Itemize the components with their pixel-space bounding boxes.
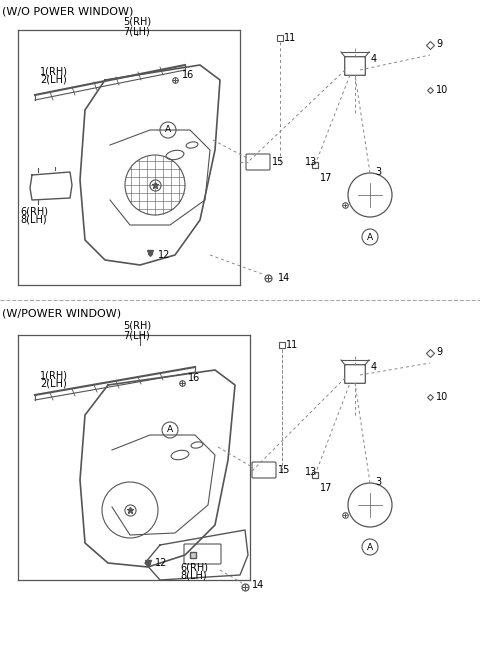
Text: 9: 9 xyxy=(436,347,442,357)
Text: 12: 12 xyxy=(158,250,170,260)
Text: 1(RH): 1(RH) xyxy=(40,370,68,380)
Text: A: A xyxy=(367,543,373,551)
Text: 10: 10 xyxy=(436,85,448,95)
Text: A: A xyxy=(165,125,171,135)
Text: 15: 15 xyxy=(278,465,290,475)
Text: 13: 13 xyxy=(305,157,317,167)
Text: 12: 12 xyxy=(155,558,168,568)
Text: 11: 11 xyxy=(284,33,296,43)
Text: 17: 17 xyxy=(320,483,332,493)
Text: A: A xyxy=(367,233,373,242)
Text: (W/O POWER WINDOW): (W/O POWER WINDOW) xyxy=(2,7,133,17)
Text: 7(LH): 7(LH) xyxy=(123,330,150,340)
Text: 7(LH): 7(LH) xyxy=(123,26,150,36)
Text: 13: 13 xyxy=(305,467,317,477)
Text: 4: 4 xyxy=(371,54,377,64)
Text: 15: 15 xyxy=(272,157,284,167)
Text: 3: 3 xyxy=(375,167,381,177)
Text: 5(RH): 5(RH) xyxy=(123,17,151,27)
Text: 8(LH): 8(LH) xyxy=(180,570,206,580)
Text: 6(RH): 6(RH) xyxy=(180,562,208,572)
Text: 2(LH): 2(LH) xyxy=(40,378,67,388)
Text: 16: 16 xyxy=(188,373,200,383)
Text: 1(RH): 1(RH) xyxy=(40,67,68,77)
Text: 6(RH): 6(RH) xyxy=(20,207,48,217)
Text: 5(RH): 5(RH) xyxy=(123,320,151,330)
Text: 3: 3 xyxy=(375,477,381,487)
Text: 14: 14 xyxy=(252,580,264,590)
Text: 11: 11 xyxy=(286,340,298,350)
Text: 2(LH): 2(LH) xyxy=(40,75,67,85)
Text: 17: 17 xyxy=(320,173,332,183)
Text: 10: 10 xyxy=(436,392,448,402)
Text: A: A xyxy=(167,426,173,434)
Text: 9: 9 xyxy=(436,39,442,49)
Text: 14: 14 xyxy=(278,273,290,283)
Text: 16: 16 xyxy=(182,70,194,80)
Text: 4: 4 xyxy=(371,362,377,372)
Text: 8(LH): 8(LH) xyxy=(20,215,47,225)
Text: (W/POWER WINDOW): (W/POWER WINDOW) xyxy=(2,308,121,318)
